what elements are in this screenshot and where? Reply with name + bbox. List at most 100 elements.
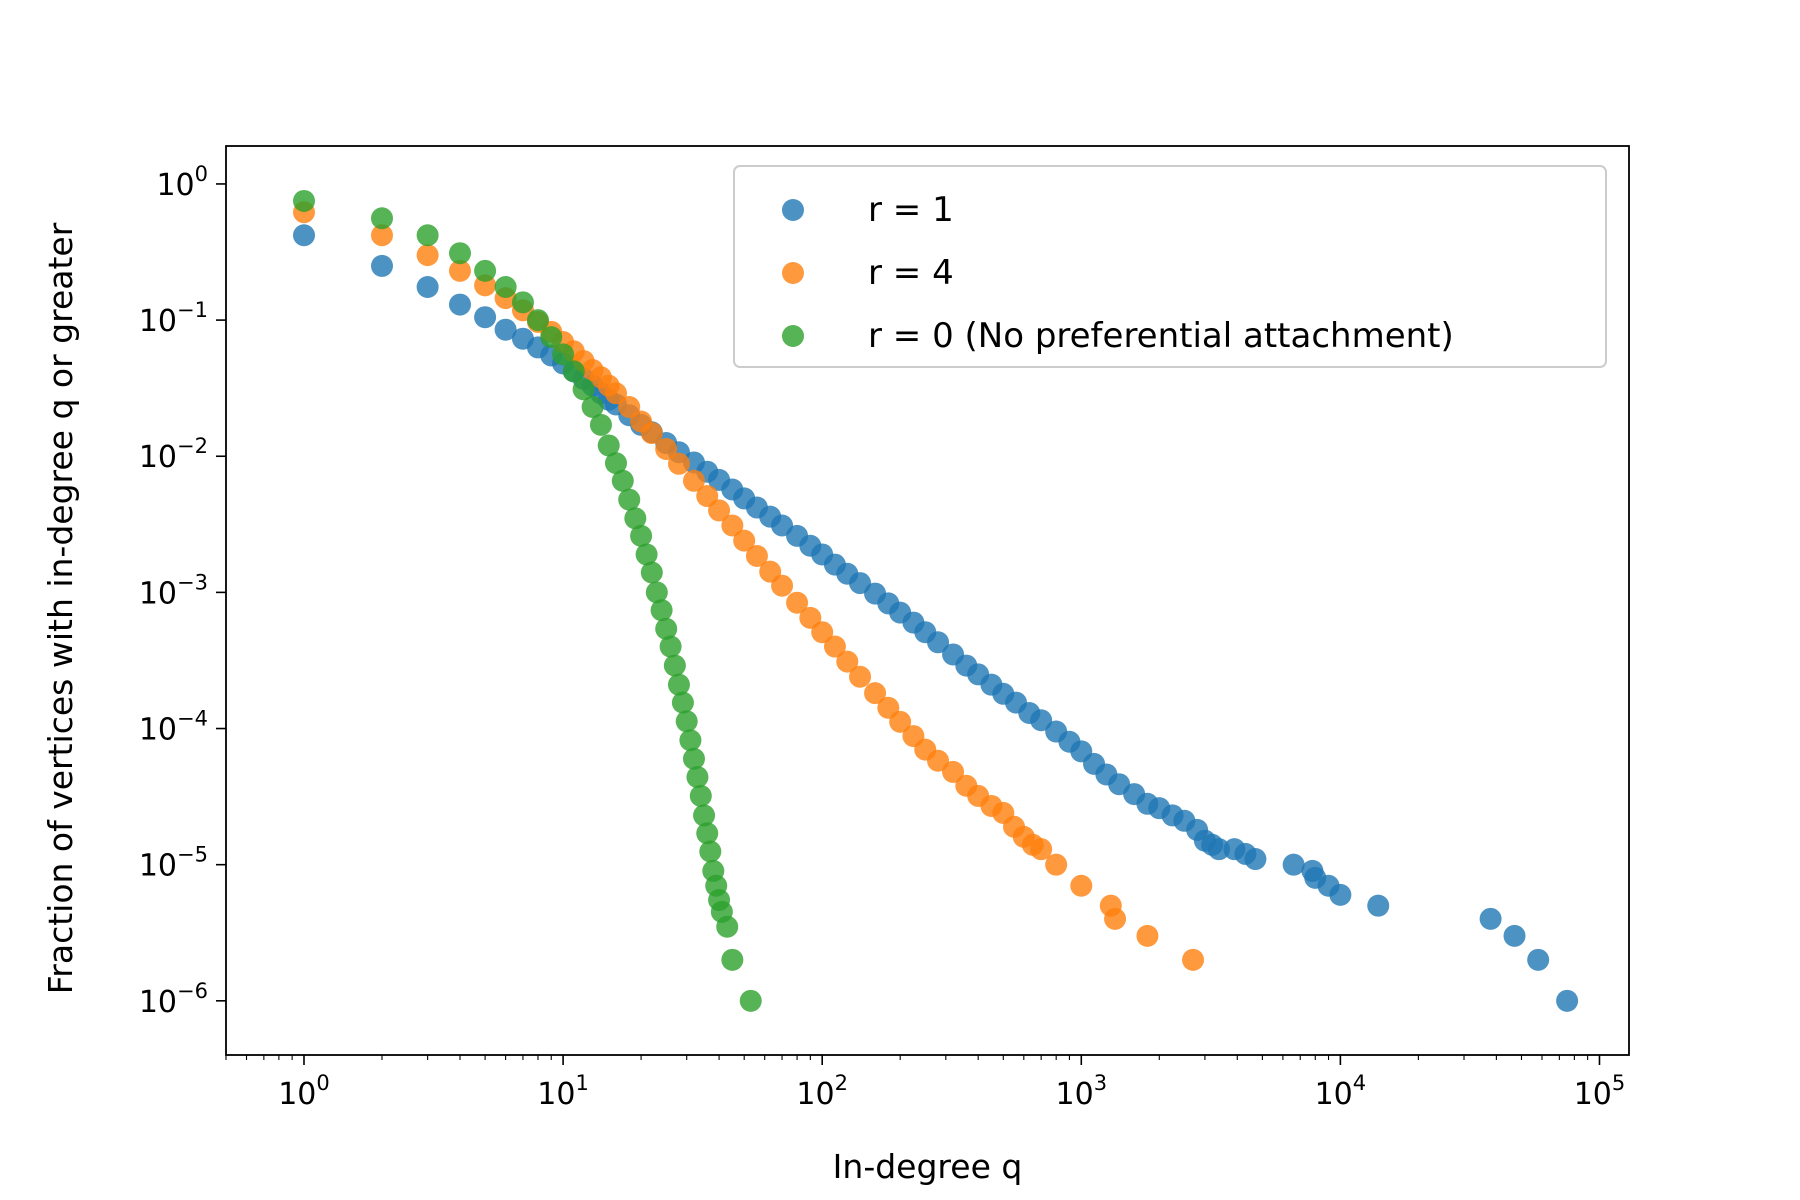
data-point — [1104, 907, 1127, 930]
y-tick-label: 10−3 — [139, 570, 208, 611]
data-point — [1503, 924, 1526, 947]
data-point — [611, 469, 634, 492]
data-point — [604, 452, 627, 475]
y-tick-label: 10−4 — [139, 707, 208, 748]
data-point — [640, 561, 663, 584]
data-point — [370, 207, 393, 230]
series-3-points — [293, 189, 762, 1012]
legend-item: r = 0 (No preferential attachment) — [782, 316, 1454, 356]
data-point — [618, 395, 641, 418]
legend-item: r = 1 — [782, 190, 954, 230]
data-point — [849, 665, 872, 688]
y-tick-label: 10−1 — [139, 298, 208, 339]
data-point — [1182, 948, 1205, 971]
x-tick-label: 104 — [1315, 1071, 1367, 1112]
data-point — [416, 276, 439, 299]
data-point — [1479, 907, 1502, 930]
x-tick-label: 105 — [1574, 1071, 1626, 1112]
legend-marker — [782, 325, 804, 347]
data-point — [1030, 838, 1053, 861]
data-point — [659, 635, 682, 658]
data-point — [811, 621, 834, 644]
data-point — [416, 244, 439, 267]
data-point — [836, 650, 859, 673]
data-point — [640, 422, 663, 445]
data-point — [448, 293, 471, 316]
data-point — [682, 747, 705, 770]
legend-marker — [782, 262, 804, 284]
data-point — [1367, 894, 1390, 917]
data-point — [650, 599, 673, 622]
data-point — [589, 413, 612, 436]
data-point — [597, 434, 620, 457]
legend: r = 1 r = 4 r = 0 (No preferential attachm… — [733, 165, 1607, 368]
data-point — [1045, 853, 1068, 876]
x-tick-label: 102 — [796, 1071, 848, 1112]
data-point — [540, 326, 563, 349]
data-point — [942, 760, 965, 783]
data-point — [494, 276, 517, 299]
data-point — [745, 545, 768, 568]
data-point — [448, 259, 471, 282]
data-point — [474, 306, 497, 329]
data-point — [604, 382, 627, 405]
data-point — [370, 224, 393, 247]
data-point — [1030, 709, 1053, 732]
data-point — [786, 591, 809, 614]
data-point — [645, 581, 668, 604]
y-axis: 100 10−1 10−2 10−3 10−4 10−5 10−6 — [139, 162, 226, 1020]
data-point — [663, 654, 686, 677]
data-point — [562, 360, 585, 383]
data-point — [679, 729, 702, 752]
data-point — [721, 948, 744, 971]
data-point — [474, 259, 497, 282]
data-point — [771, 574, 794, 597]
legend-label: r = 1 — [868, 190, 954, 230]
data-point — [1244, 848, 1267, 871]
data-point — [552, 343, 575, 366]
legend-label: r = 0 (No preferential attachment) — [868, 316, 1454, 356]
y-tick-label: 100 — [156, 162, 208, 203]
data-point — [686, 766, 709, 789]
data-point — [708, 499, 731, 522]
data-point — [1136, 924, 1159, 947]
data-point — [699, 840, 722, 863]
data-point — [927, 631, 950, 654]
data-point — [655, 438, 678, 461]
data-point — [675, 710, 698, 733]
data-point — [572, 378, 595, 401]
data-point — [1070, 874, 1093, 897]
data-point — [721, 514, 744, 537]
x-tick-label: 101 — [537, 1071, 589, 1112]
data-point — [667, 452, 690, 475]
data-point — [635, 543, 658, 566]
data-point — [448, 242, 471, 265]
data-point — [581, 395, 604, 418]
y-tick-label: 10−5 — [139, 843, 208, 884]
data-point — [618, 488, 641, 511]
data-point — [716, 915, 739, 938]
data-point — [655, 617, 678, 640]
data-point — [733, 529, 756, 552]
x-tick-label: 103 — [1056, 1071, 1108, 1112]
data-point — [671, 691, 694, 714]
x-axis-label: In-degree q — [833, 1147, 1023, 1186]
data-point — [1207, 838, 1230, 861]
data-point — [1282, 853, 1305, 876]
x-axis: 100 101 102 103 104 105 — [225, 1055, 1626, 1112]
data-point — [1556, 989, 1579, 1012]
data-point — [624, 507, 647, 530]
data-point — [682, 469, 705, 492]
data-point — [1527, 948, 1550, 971]
data-point — [739, 989, 762, 1012]
data-point — [693, 804, 716, 827]
data-points — [293, 189, 1579, 1012]
plot-area-frame — [225, 145, 1630, 1056]
data-point — [293, 224, 315, 247]
data-point — [823, 635, 846, 658]
y-axis-label: Fraction of vertices with in-degree q or… — [41, 222, 80, 994]
legend-label: r = 4 — [868, 253, 954, 293]
data-point — [416, 224, 439, 247]
y-tick-label: 10−2 — [139, 434, 208, 475]
